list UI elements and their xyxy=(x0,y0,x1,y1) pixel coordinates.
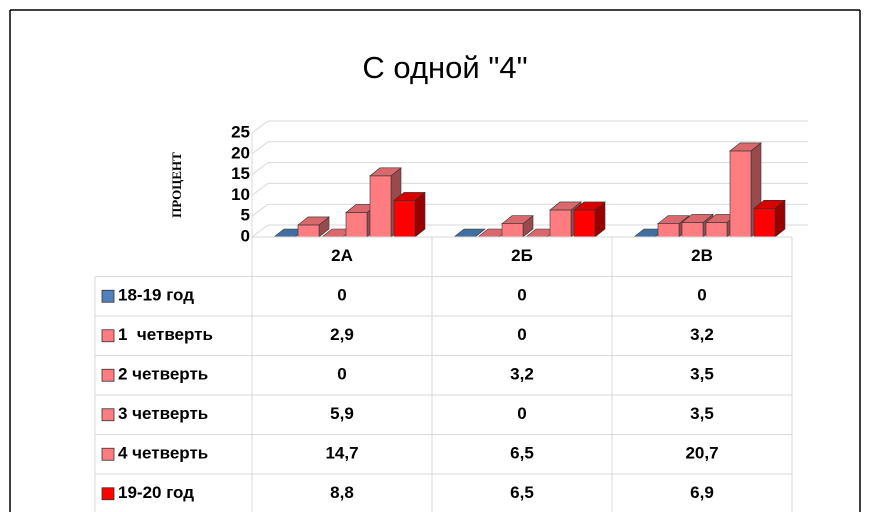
bar-front xyxy=(657,223,680,238)
legend-key xyxy=(101,329,115,343)
legend-label: 3 четверть xyxy=(118,404,208,423)
data-label: 0 xyxy=(337,365,346,384)
data-label: 0 xyxy=(697,286,706,305)
data-label: 3,5 xyxy=(690,365,714,384)
data-label: 0 xyxy=(517,325,526,344)
bar xyxy=(501,215,534,238)
data-label: 8,8 xyxy=(330,483,354,502)
chart-title: С одной "4" xyxy=(362,50,527,85)
bar-top xyxy=(573,201,606,211)
legend-label: 4 четверть xyxy=(118,444,208,463)
legend-key xyxy=(101,408,115,422)
grid-line xyxy=(251,224,269,238)
legend-label: 1 четверть xyxy=(118,325,213,344)
bar xyxy=(753,199,786,238)
data-label: 0 xyxy=(517,286,526,305)
bar-front xyxy=(345,212,368,238)
y-axis-label: ПРОЦЕНТ xyxy=(169,152,184,218)
bar-front xyxy=(369,175,392,238)
bar-front xyxy=(705,222,728,238)
bar-front xyxy=(753,207,776,238)
data-label: 14,7 xyxy=(325,444,358,463)
bar-top xyxy=(681,214,714,223)
legend-key xyxy=(101,447,115,461)
bar-top xyxy=(369,167,402,177)
bar-front xyxy=(573,209,596,238)
legend-label: 19-20 год xyxy=(118,483,194,502)
bar-front xyxy=(549,209,572,238)
data-label: 3,2 xyxy=(690,325,714,344)
legend-key xyxy=(101,487,115,501)
data-label: 0 xyxy=(337,286,346,305)
y-tick-label: 20 xyxy=(231,143,250,162)
x-tick-label: 2Б xyxy=(511,246,533,265)
y-tick-label: 15 xyxy=(231,164,250,183)
bar xyxy=(549,201,582,238)
y-tick-label: 5 xyxy=(241,206,250,225)
bar-front xyxy=(297,224,320,238)
y-tick-label: 0 xyxy=(241,226,250,245)
bar xyxy=(393,191,426,238)
bar-top xyxy=(753,199,786,209)
legend-label: 2 четверть xyxy=(118,365,208,384)
data-label: 3,5 xyxy=(690,404,714,423)
bar-top xyxy=(297,216,330,226)
data-label: 6,9 xyxy=(690,483,714,502)
bar-top xyxy=(549,201,582,211)
legend-key xyxy=(101,368,115,382)
x-tick-label: 2А xyxy=(331,246,353,265)
data-label: 0 xyxy=(517,404,526,423)
bar-top xyxy=(393,192,426,201)
data-label: 3,2 xyxy=(510,365,534,384)
bar xyxy=(453,228,486,238)
bar xyxy=(297,216,330,238)
bar-front xyxy=(393,200,416,238)
bar-front xyxy=(681,222,704,238)
legend-label: 18-19 год xyxy=(118,286,194,305)
x-tick-label: 2В xyxy=(691,246,713,265)
bar xyxy=(573,201,606,238)
grid-line xyxy=(251,203,269,217)
y-tick-label: 10 xyxy=(231,185,250,204)
y-tick-label: 25 xyxy=(231,122,250,141)
bar-front xyxy=(729,150,752,238)
legend-key xyxy=(101,289,115,303)
data-label: 20,7 xyxy=(685,444,718,463)
data-label: 6,5 xyxy=(510,444,534,463)
bar-top xyxy=(501,215,534,224)
data-label: 2,9 xyxy=(330,325,354,344)
bar-front xyxy=(501,223,524,238)
grid-line xyxy=(251,162,269,176)
data-label: 5,9 xyxy=(330,404,354,423)
bar-top xyxy=(729,142,762,152)
bar xyxy=(729,142,762,238)
data-label: 6,5 xyxy=(510,483,534,502)
bar-top xyxy=(657,215,690,224)
grid-line xyxy=(251,182,269,196)
grid-line xyxy=(251,141,269,155)
grid-line xyxy=(251,120,269,134)
